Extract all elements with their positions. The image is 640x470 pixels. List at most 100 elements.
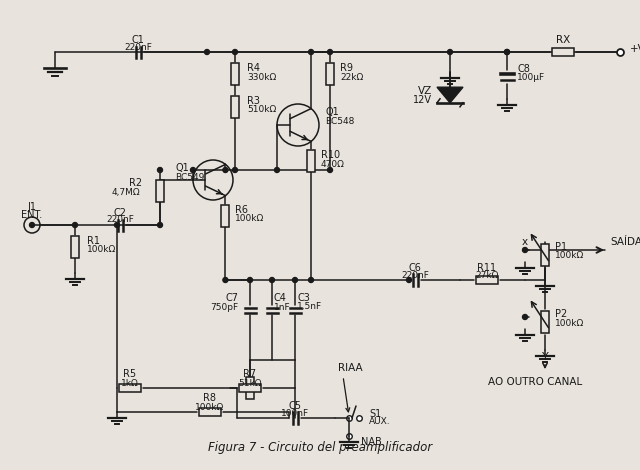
Circle shape [157, 222, 163, 227]
Text: 1,5nF: 1,5nF [297, 303, 322, 312]
Text: 100kΩ: 100kΩ [555, 319, 584, 328]
Bar [231, 63, 239, 85]
Text: 100kΩ: 100kΩ [555, 251, 584, 260]
Text: 12V: 12V [413, 95, 432, 105]
Text: 470Ω: 470Ω [321, 160, 345, 169]
Text: 330kΩ: 330kΩ [247, 72, 276, 81]
Text: NAB: NAB [361, 437, 381, 447]
Bar [307, 150, 315, 172]
Text: 510kΩ: 510kΩ [247, 105, 276, 115]
Bar [326, 63, 334, 85]
Circle shape [29, 222, 35, 227]
Text: R7: R7 [243, 369, 257, 379]
Circle shape [205, 49, 209, 55]
Text: Q1: Q1 [325, 107, 339, 117]
Text: C7: C7 [225, 293, 238, 303]
Text: R4: R4 [247, 63, 260, 73]
Text: 100kΩ: 100kΩ [87, 245, 116, 254]
Text: 100kΩ: 100kΩ [236, 214, 265, 223]
Text: 220nF: 220nF [124, 42, 152, 52]
Bar [119, 384, 141, 392]
Text: BC548: BC548 [325, 117, 355, 125]
Text: R1: R1 [87, 236, 100, 246]
Text: RIAA: RIAA [338, 363, 362, 373]
Text: R11: R11 [477, 263, 497, 273]
Text: 750pF: 750pF [210, 303, 238, 312]
Text: R5: R5 [124, 369, 136, 379]
Text: +Vcc: +Vcc [630, 44, 640, 54]
Bar [246, 377, 254, 399]
Text: AO OUTRO CANAL: AO OUTRO CANAL [488, 377, 582, 387]
Text: 22kΩ: 22kΩ [340, 72, 364, 81]
Circle shape [269, 277, 275, 282]
Bar [239, 384, 261, 392]
Circle shape [223, 167, 228, 172]
Text: R10: R10 [321, 150, 340, 160]
Text: 4,7MΩ: 4,7MΩ [111, 188, 140, 196]
Polygon shape [437, 87, 463, 103]
Circle shape [248, 277, 253, 282]
Text: 100µF: 100µF [517, 73, 545, 83]
Text: R2: R2 [129, 178, 142, 188]
Text: 220nF: 220nF [106, 216, 134, 225]
Circle shape [232, 167, 237, 172]
Bar [541, 244, 549, 266]
Text: AUX.: AUX. [369, 417, 390, 426]
Text: ENT.: ENT. [21, 210, 43, 220]
Text: C2: C2 [113, 208, 127, 218]
Text: P2: P2 [555, 309, 567, 319]
Text: 27kΩ: 27kΩ [476, 272, 499, 281]
Text: C4: C4 [274, 293, 287, 303]
Text: SAÍDA: SAÍDA [610, 237, 640, 247]
Bar [156, 180, 164, 202]
Text: 100nF: 100nF [281, 409, 309, 418]
Circle shape [522, 314, 527, 320]
Circle shape [308, 277, 314, 282]
Bar [541, 311, 549, 333]
Text: 1nF: 1nF [274, 303, 291, 312]
Circle shape [328, 167, 333, 172]
Circle shape [328, 49, 333, 55]
Text: x: x [522, 237, 528, 247]
Text: 51kΩ: 51kΩ [238, 378, 262, 387]
Text: S1: S1 [369, 409, 381, 419]
Text: 220nF: 220nF [401, 272, 429, 281]
Circle shape [292, 277, 298, 282]
Text: 1kΩ: 1kΩ [121, 378, 139, 387]
Circle shape [191, 167, 195, 172]
Circle shape [275, 167, 280, 172]
Text: 100kΩ: 100kΩ [195, 402, 225, 412]
Circle shape [115, 222, 120, 227]
Text: C3: C3 [297, 293, 310, 303]
Text: RX: RX [556, 35, 570, 45]
Bar [221, 204, 229, 227]
Text: C5: C5 [289, 401, 301, 411]
Circle shape [447, 49, 452, 55]
Text: R9: R9 [340, 63, 353, 73]
Text: C1: C1 [132, 35, 145, 45]
Bar [231, 96, 239, 118]
Text: Y: Y [541, 352, 548, 362]
Circle shape [504, 49, 509, 55]
Text: C8: C8 [517, 64, 530, 74]
Circle shape [522, 248, 527, 252]
Circle shape [157, 167, 163, 172]
Circle shape [232, 49, 237, 55]
Circle shape [223, 277, 228, 282]
Bar [552, 48, 574, 56]
Text: BC549: BC549 [175, 172, 204, 181]
Text: R8: R8 [204, 393, 216, 403]
Circle shape [308, 49, 314, 55]
Circle shape [504, 49, 509, 55]
Text: R3: R3 [247, 96, 260, 106]
Bar [71, 236, 79, 258]
Bar [476, 276, 498, 284]
Text: J1: J1 [28, 202, 36, 212]
Text: VZ: VZ [418, 86, 432, 96]
Circle shape [406, 277, 412, 282]
Circle shape [72, 222, 77, 227]
Text: Q1: Q1 [175, 163, 189, 173]
Text: P1: P1 [555, 242, 567, 252]
Bar [199, 408, 221, 416]
Text: Figura 7 - Circuito del preamplificador: Figura 7 - Circuito del preamplificador [208, 441, 432, 454]
